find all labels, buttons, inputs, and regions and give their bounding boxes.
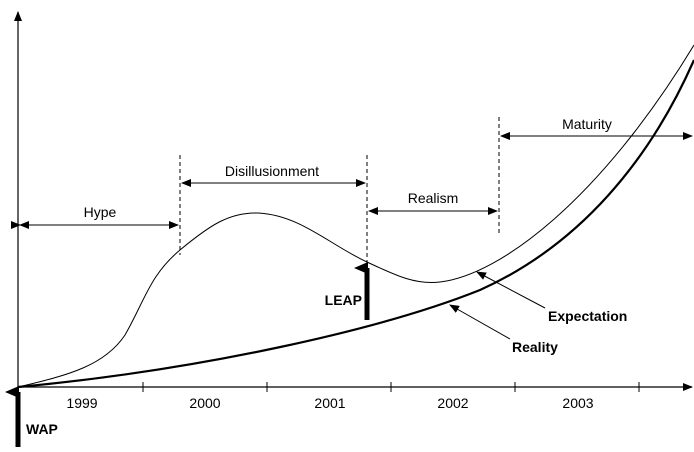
curve-label: Expectation	[548, 308, 627, 324]
year-label: 2002	[437, 395, 468, 411]
phase-label: Disillusionment	[225, 163, 319, 179]
year-label: 1999	[66, 395, 97, 411]
year-label: 2000	[189, 395, 220, 411]
reality-pointer	[449, 304, 511, 340]
expectation-curve	[17, 44, 694, 388]
year-label: 2003	[562, 395, 593, 411]
x-ticks	[142, 382, 640, 392]
curve-label: Reality	[512, 339, 558, 355]
phase-label: Hype	[84, 204, 117, 220]
year-label: 2001	[314, 395, 345, 411]
reality-curve	[17, 59, 694, 389]
phase-label: Maturity	[562, 116, 612, 132]
expectation-pointer	[476, 271, 546, 309]
marker-label: WAP	[26, 421, 58, 437]
phase-arrows	[11, 132, 693, 229]
marker-label: LEAP	[325, 292, 362, 308]
phase-dividers	[179, 117, 500, 262]
phase-label: Realism	[408, 190, 459, 206]
